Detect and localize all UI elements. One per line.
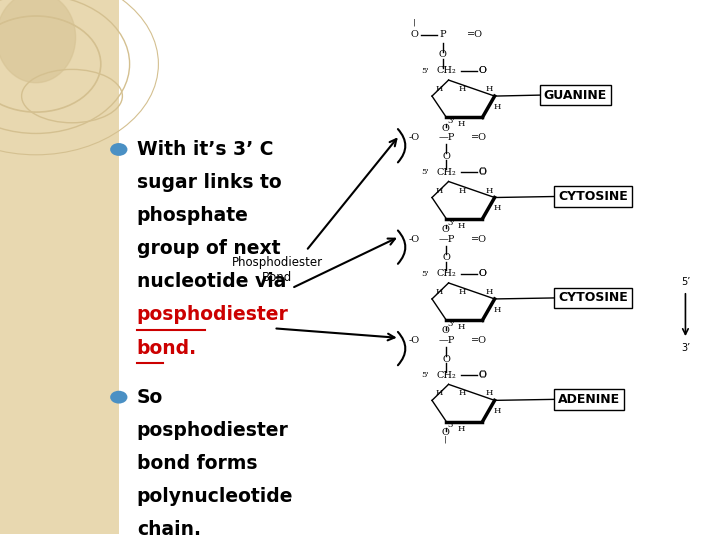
Text: O: O — [479, 168, 486, 177]
Text: 5': 5' — [421, 270, 428, 278]
Text: H: H — [436, 389, 443, 397]
Text: |: | — [444, 435, 447, 443]
Text: 3': 3' — [448, 117, 455, 125]
Text: O: O — [479, 167, 486, 177]
Text: =O: =O — [467, 30, 483, 39]
Text: sugar links to: sugar links to — [137, 173, 282, 192]
Text: GUANINE: GUANINE — [544, 89, 607, 102]
Text: H: H — [457, 323, 464, 331]
Text: =O: =O — [471, 336, 487, 345]
Text: O: O — [410, 30, 418, 39]
Text: CH₂: CH₂ — [436, 66, 456, 76]
Text: O: O — [479, 269, 486, 278]
Text: CYTOSINE: CYTOSINE — [558, 190, 628, 203]
Text: 3’: 3’ — [681, 343, 690, 353]
Text: H: H — [493, 103, 500, 111]
Text: ADENINE: ADENINE — [558, 393, 620, 406]
Text: So: So — [137, 388, 163, 407]
Text: polynucleotide: polynucleotide — [137, 487, 293, 506]
Text: CYTOSINE: CYTOSINE — [558, 292, 628, 305]
Text: H: H — [436, 85, 443, 93]
Text: O: O — [443, 152, 450, 161]
Circle shape — [110, 391, 127, 403]
Text: |: | — [413, 19, 415, 27]
Text: 5': 5' — [421, 67, 428, 75]
Text: nucleotide via: nucleotide via — [137, 272, 286, 292]
Text: O: O — [442, 428, 449, 437]
Text: O: O — [479, 371, 486, 380]
Text: 5’: 5’ — [680, 277, 690, 287]
Text: H: H — [459, 389, 466, 397]
Text: CH₂: CH₂ — [436, 269, 456, 278]
Text: H: H — [436, 288, 443, 296]
Text: 3': 3' — [448, 219, 455, 227]
Text: O: O — [442, 327, 449, 335]
Text: Phosphodiester
Bond: Phosphodiester Bond — [232, 255, 323, 284]
Text: -O: -O — [408, 235, 420, 244]
Text: H: H — [457, 424, 464, 433]
Text: With it’s 3’ C: With it’s 3’ C — [137, 140, 274, 159]
Text: 3': 3' — [448, 421, 455, 429]
Text: H: H — [493, 204, 500, 212]
Text: bond.: bond. — [137, 339, 197, 357]
Text: =O: =O — [471, 235, 487, 244]
Text: bond forms: bond forms — [137, 454, 257, 473]
Text: H: H — [459, 187, 466, 194]
Text: posphodiester: posphodiester — [137, 306, 289, 325]
Text: O: O — [442, 225, 449, 234]
Text: 5': 5' — [421, 168, 428, 177]
Text: O: O — [479, 66, 486, 76]
Text: —P: —P — [438, 235, 454, 244]
Text: =O: =O — [471, 133, 487, 142]
Text: H: H — [457, 120, 464, 129]
Text: H: H — [493, 407, 500, 415]
Text: 3': 3' — [448, 320, 455, 328]
Text: O: O — [479, 370, 486, 379]
Text: -O: -O — [408, 133, 420, 142]
Text: H: H — [486, 288, 493, 296]
Text: H: H — [457, 222, 464, 230]
Text: chain.: chain. — [137, 520, 201, 539]
FancyBboxPatch shape — [0, 0, 119, 534]
Text: O: O — [442, 124, 449, 133]
Text: H: H — [436, 187, 443, 194]
Circle shape — [110, 143, 127, 156]
Text: H: H — [459, 288, 466, 296]
Text: O: O — [443, 253, 450, 262]
Text: CH₂: CH₂ — [436, 168, 456, 177]
Text: O: O — [479, 66, 486, 75]
Text: group of next: group of next — [137, 239, 280, 258]
Text: phosphate: phosphate — [137, 206, 248, 225]
Text: 5': 5' — [421, 372, 428, 379]
Text: H: H — [486, 85, 493, 93]
Text: —P: —P — [438, 336, 454, 345]
Text: -O: -O — [408, 336, 420, 345]
Text: H: H — [486, 389, 493, 397]
Text: O: O — [479, 269, 486, 278]
Text: P: P — [439, 30, 446, 39]
Ellipse shape — [0, 0, 76, 83]
Text: CH₂: CH₂ — [436, 371, 456, 380]
Text: posphodiester: posphodiester — [137, 421, 289, 440]
Text: O: O — [439, 50, 446, 59]
Text: H: H — [486, 187, 493, 194]
Text: H: H — [459, 85, 466, 93]
Text: O: O — [443, 355, 450, 364]
Text: —P: —P — [438, 133, 454, 142]
Text: H: H — [493, 306, 500, 314]
